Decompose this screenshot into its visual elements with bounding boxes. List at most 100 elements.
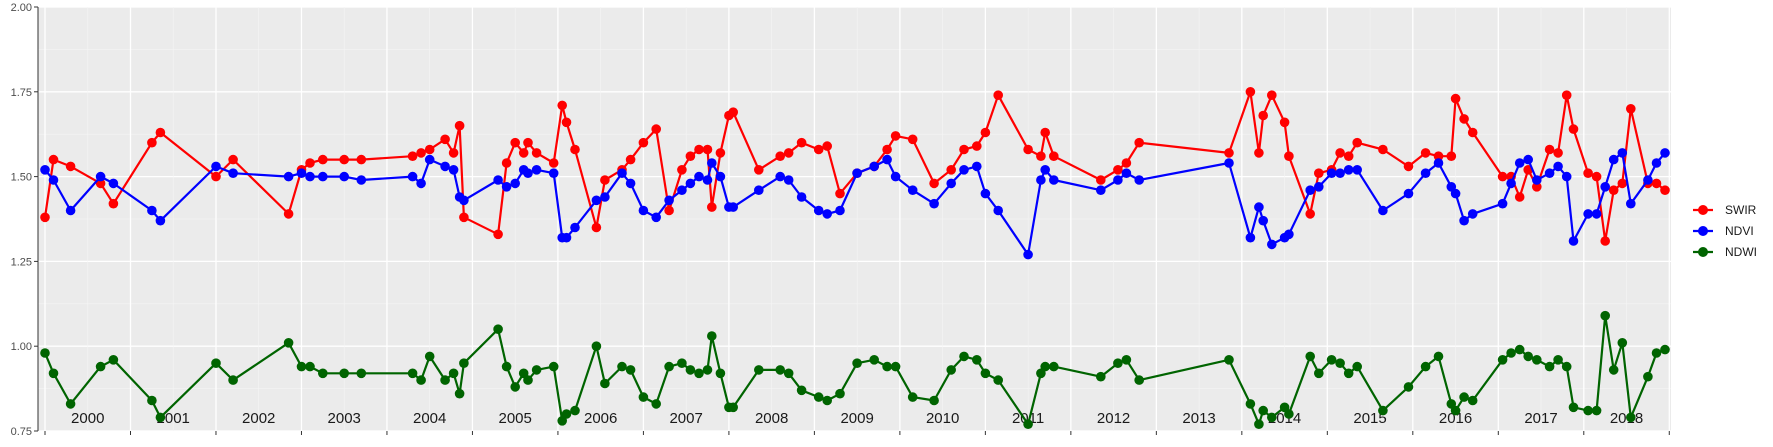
data-point-ndvi <box>459 195 469 206</box>
data-point-ndwi <box>1591 405 1602 416</box>
data-point-ndwi <box>685 365 696 375</box>
data-point-ndwi <box>1532 355 1542 365</box>
data-point-ndvi <box>1258 215 1268 226</box>
legend-item-ndvi[interactable]: NDVI <box>1693 224 1754 238</box>
data-point-ndwi <box>510 382 520 392</box>
data-point-ndvi <box>95 171 106 182</box>
data-point-ndvi <box>625 178 636 189</box>
data-point-swir <box>1245 87 1256 97</box>
data-point-ndvi <box>835 205 845 216</box>
data-point-swir <box>1267 90 1277 100</box>
legend-key-marker <box>1698 226 1708 236</box>
data-point-swir <box>1553 148 1563 158</box>
data-point-ndwi <box>523 375 533 385</box>
data-point-ndvi <box>1523 154 1533 165</box>
data-point-ndwi <box>416 375 426 385</box>
data-point-ndvi <box>1660 148 1670 158</box>
data-point-swir <box>557 100 567 111</box>
data-point-ndwi <box>617 361 627 372</box>
legend-item-swir[interactable]: SWIR <box>1693 203 1757 217</box>
data-point-ndwi <box>296 361 307 372</box>
legend-item-ndwi[interactable]: NDWI <box>1693 245 1757 259</box>
data-point-ndwi <box>65 399 76 409</box>
data-point-swir <box>228 154 238 165</box>
data-point-ndwi <box>1450 405 1461 416</box>
data-point-ndwi <box>1343 368 1354 379</box>
data-point-swir <box>1651 178 1662 189</box>
data-point-ndwi <box>95 361 106 372</box>
data-point-ndvi <box>1352 165 1362 175</box>
data-point-swir <box>211 171 221 182</box>
data-point-ndvi <box>1284 229 1294 240</box>
data-point-swir <box>664 205 674 216</box>
year-label: 2007 <box>669 410 702 427</box>
data-point-swir <box>1305 209 1315 219</box>
data-point-swir <box>591 222 602 233</box>
data-point-ndwi <box>228 375 238 385</box>
legend-label: NDVI <box>1725 224 1754 238</box>
data-point-swir <box>561 117 572 128</box>
data-point-swir <box>1378 144 1388 155</box>
data-point-ndvi <box>1553 161 1563 172</box>
data-point-ndwi <box>1403 382 1414 392</box>
data-point-ndwi <box>48 368 59 379</box>
data-point-ndvi <box>65 205 76 216</box>
data-point-swir <box>318 154 328 165</box>
data-point-ndvi <box>1254 202 1264 212</box>
data-point-ndvi <box>591 195 602 206</box>
data-point-swir <box>1626 104 1636 114</box>
data-point-swir <box>1467 127 1478 138</box>
data-point-swir <box>638 137 649 148</box>
data-point-ndwi <box>1284 409 1294 419</box>
data-point-ndvi <box>440 161 450 172</box>
data-point-ndwi <box>1134 375 1144 385</box>
data-point-swir <box>775 151 785 161</box>
y-axis: 0.75 1.00 1.25 1.50 1.75 2.00 <box>11 2 39 438</box>
data-point-ndwi <box>822 395 832 406</box>
data-point-ndwi <box>993 375 1003 385</box>
data-point-ndwi <box>493 324 503 335</box>
data-point-ndwi <box>1544 361 1555 372</box>
data-point-ndwi <box>1553 355 1563 365</box>
data-point-swir <box>1568 124 1579 134</box>
data-point-ndwi <box>1506 348 1516 358</box>
data-point-ndvi <box>1134 175 1144 185</box>
data-point-ndwi <box>664 361 674 372</box>
data-point-swir <box>694 144 704 155</box>
legend[interactable]: SWIR NDVI NDWI <box>1693 203 1757 259</box>
data-point-swir <box>1591 171 1602 182</box>
data-point-ndvi <box>1433 158 1444 168</box>
data-point-ndwi <box>980 368 991 379</box>
year-label: 2010 <box>926 410 959 427</box>
data-point-swir <box>685 151 696 161</box>
data-point-swir <box>95 178 106 189</box>
data-point-ndwi <box>1254 419 1264 430</box>
data-point-ndvi <box>510 178 520 189</box>
series-ndwi <box>40 310 1670 430</box>
data-point-swir <box>907 134 918 145</box>
data-point-ndvi <box>651 212 661 223</box>
data-point-ndvi <box>1420 168 1431 178</box>
series-line-swir <box>43 90 1666 243</box>
data-point-ndwi <box>783 368 794 379</box>
data-point-ndvi <box>1023 249 1033 260</box>
data-point-ndwi <box>108 355 119 365</box>
data-point-ndvi <box>852 168 862 178</box>
data-point-ndvi <box>728 202 738 212</box>
data-point-swir <box>1023 144 1033 155</box>
data-point-ndvi <box>882 154 892 165</box>
data-point-ndwi <box>318 368 328 379</box>
legend-label: SWIR <box>1725 203 1757 217</box>
data-point-swir <box>1433 151 1444 161</box>
data-point-ndwi <box>1352 361 1362 372</box>
data-point-ndvi <box>1600 182 1610 192</box>
data-point-ndwi <box>1023 419 1033 430</box>
data-point-ndvi <box>548 168 559 178</box>
y-tick-label: 1.00 <box>11 341 32 353</box>
data-point-swir <box>1335 148 1345 158</box>
data-point-ndwi <box>1224 355 1234 365</box>
data-point-swir <box>882 144 892 155</box>
data-point-ndvi <box>1326 168 1337 178</box>
data-point-ndwi <box>813 392 824 402</box>
